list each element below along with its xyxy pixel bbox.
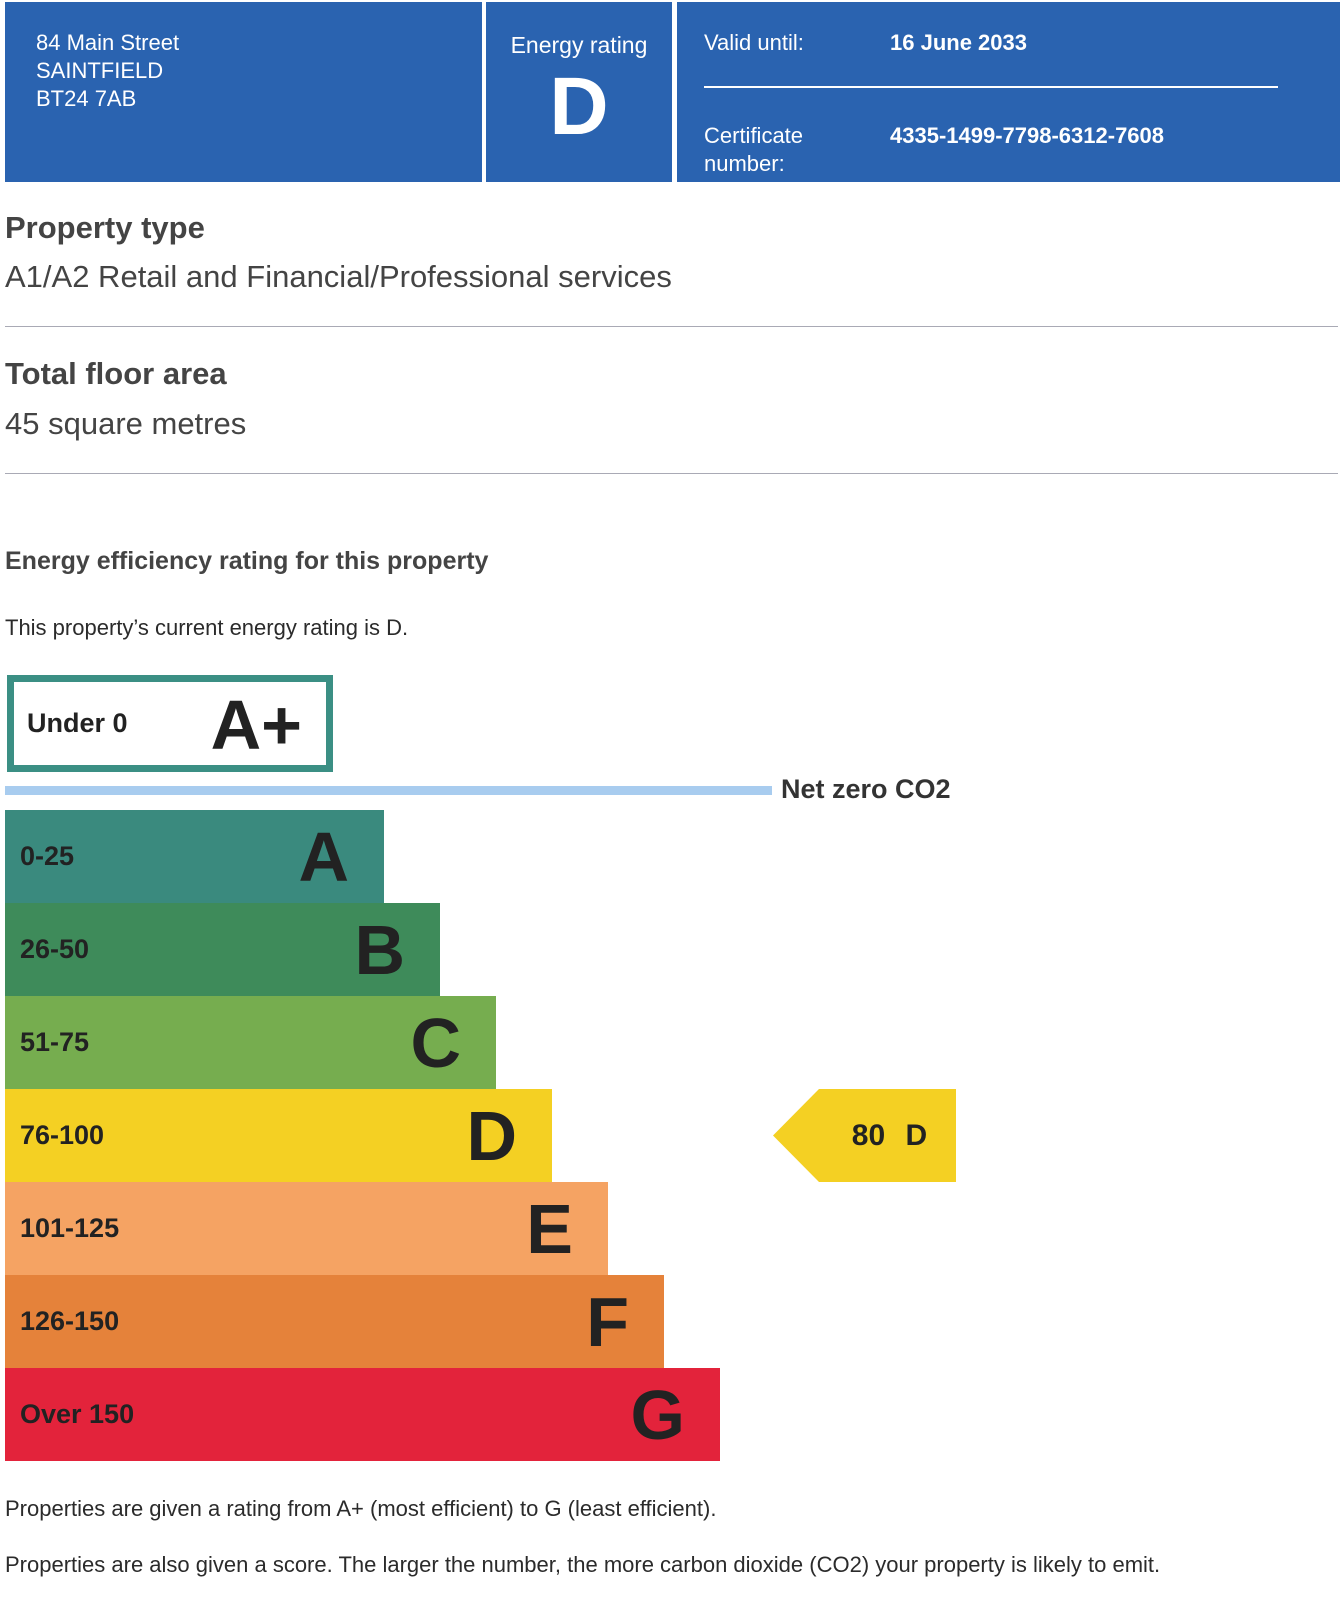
rating-band-b: 26-50 B [5,903,440,996]
current-rating-value: 80 D [823,1089,956,1182]
current-score: 80 [851,1119,886,1152]
rating-band-f: 126-150 F [5,1275,664,1368]
rating-band-a: 0-25 A [5,810,384,903]
address-line-3: BT24 7AB [36,86,137,111]
band-letter: A [298,818,349,896]
rating-footnote: Properties are given a rating from A+ (m… [5,1496,717,1521]
header-divider [704,86,1278,88]
current-rating-pointer: 80 D [773,1089,956,1182]
rating-band-d: 76-100 D [5,1089,552,1182]
current-rating-text: This property’s current energy rating is… [5,615,409,640]
net-zero-label: Net zero CO2 [781,774,951,804]
band-range: Over 150 [20,1399,135,1429]
rating-band-a-plus: Under 0 A+ [7,675,333,772]
property-type-heading: Property type [5,210,205,245]
certificate-number: 4335-1499-7798-6312-7608 [890,123,1165,148]
address-line-2: SAINTFIELD [36,58,164,83]
divider [5,473,1338,474]
band-letter: A+ [210,686,302,764]
address-panel: 84 Main Street SAINTFIELD BT24 7AB [5,2,482,182]
band-letter: G [630,1376,685,1454]
valid-until-value: 16 June 2033 [890,30,1027,55]
band-letter: F [586,1283,629,1361]
energy-rating-panel: Energy rating D [486,2,672,182]
divider [5,326,1338,327]
band-range: 26-50 [20,934,90,964]
net-zero-line [5,786,772,795]
band-range: 76-100 [20,1120,105,1150]
property-type-value: A1/A2 Retail and Financial/Professional … [5,259,672,294]
band-range: Under 0 [27,708,128,738]
band-range: 0-25 [20,841,75,871]
floor-area-value: 45 square metres [5,406,247,441]
energy-rating-label: Energy rating [510,32,648,58]
certificate-label-line-1: Certificate [704,123,804,148]
pointer-arrow-shape [773,1089,956,1182]
band-range: 126-150 [20,1306,120,1336]
band-letter: C [410,1004,461,1082]
current-letter: D [905,1119,928,1152]
valid-until-label: Valid until: [704,30,804,55]
floor-area-heading: Total floor area [5,356,227,391]
band-letter: B [354,911,405,989]
certificate-label-line-2: number: [704,151,785,176]
band-letter: D [466,1097,517,1175]
address-line-1: 84 Main Street [36,30,180,55]
efficiency-heading: Energy efficiency rating for this proper… [5,547,489,575]
band-range: 51-75 [20,1027,90,1057]
score-footnote: Properties are also given a score. The l… [5,1552,1161,1577]
band-range: 101-125 [20,1213,120,1243]
rating-band-e: 101-125 E [5,1182,608,1275]
rating-band-g: Over 150 G [5,1368,720,1461]
rating-band-c: 51-75 C [5,996,496,1089]
energy-rating-letter: D [549,61,609,152]
certificate-panel: Valid until: 16 June 2033 Certificate nu… [677,2,1340,182]
band-letter: E [526,1190,573,1268]
